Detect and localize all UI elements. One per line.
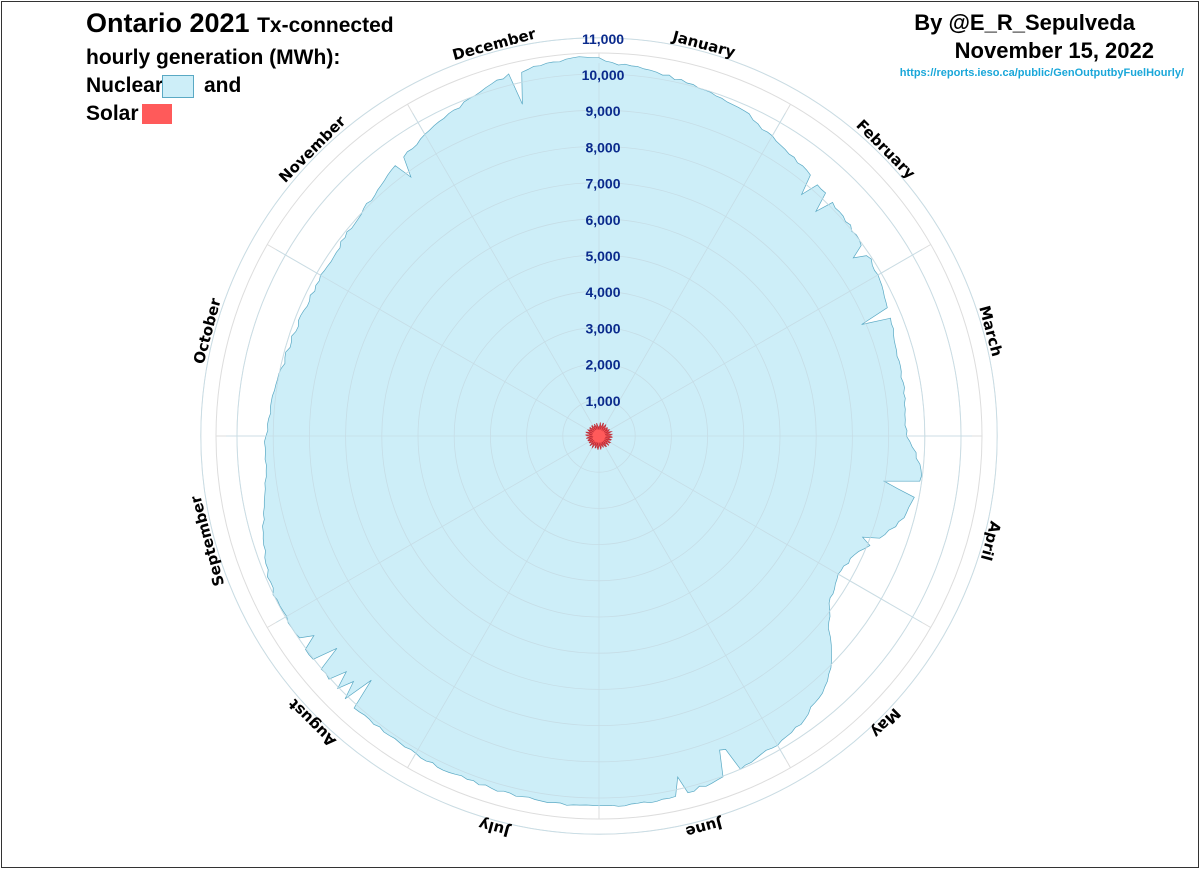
title-line-2: hourly generation (MWh): [86,46,341,69]
credit-date: November 15, 2022 [954,38,1154,63]
source-link[interactable]: https://reports.ieso.ca/public/GenOutput… [899,67,1184,79]
month-label: August [285,695,340,750]
solar-area [585,422,614,450]
legend-nuclear-label: Nuclear [86,74,164,97]
month-label: October [190,296,225,366]
month-label: December [450,24,538,64]
month-label: July [476,815,512,841]
chart-title: Ontario 2021 Tx-connected [86,8,394,39]
month-label: April [977,519,1005,562]
month-label: June [684,814,725,841]
radial-tick-label: 7,000 [585,176,620,192]
overlay-grid-spoke [598,249,923,437]
overlay-grid-spoke [275,435,600,623]
radial-tick-label: 1,000 [585,393,620,409]
chart-overlay-grid [200,37,998,835]
month-label: May [867,704,904,741]
month-label: January [670,27,738,61]
legend-nuclear-swatch [162,75,194,98]
radial-tick-label: 10,000 [582,67,625,83]
month-label: September [186,493,228,588]
radial-tick-label: 3,000 [585,320,620,336]
title-suffix: Tx-connected [257,14,394,37]
month-label: February [853,116,920,183]
radial-tick-label: 8,000 [585,139,620,155]
radial-tick-label: 6,000 [585,212,620,228]
overlay-grid-spoke [412,112,600,437]
legend-and-label: and [204,74,242,97]
solar-series [585,422,614,450]
overlay-grid-spoke [412,435,600,760]
overlay-grid-spoke [275,249,600,437]
radial-tick-label: 4,000 [585,284,620,300]
legend-solar-swatch [142,104,172,124]
radial-tick-labels: 1,000 2,000 3,000 4,000 5,000 6,000 7,000 8,000… [582,31,625,409]
overlay-grid-circle [200,37,998,835]
month-label: November [275,112,349,186]
radial-tick-label: 2,000 [585,357,620,373]
radial-tick-label: 11,000 [582,31,624,47]
credit-author: By @E_R_Sepulveda [914,10,1135,35]
title-year: Ontario 2021 [86,8,250,38]
radial-tick-label: 5,000 [585,248,620,264]
overlay-grid-spoke [598,435,923,623]
month-label: March [975,304,1006,359]
overlay-grid-spoke [598,435,786,760]
overlay-grid-spoke [598,112,786,437]
legend-solar-label: Solar [86,102,139,125]
radial-tick-label: 9,000 [585,103,620,119]
